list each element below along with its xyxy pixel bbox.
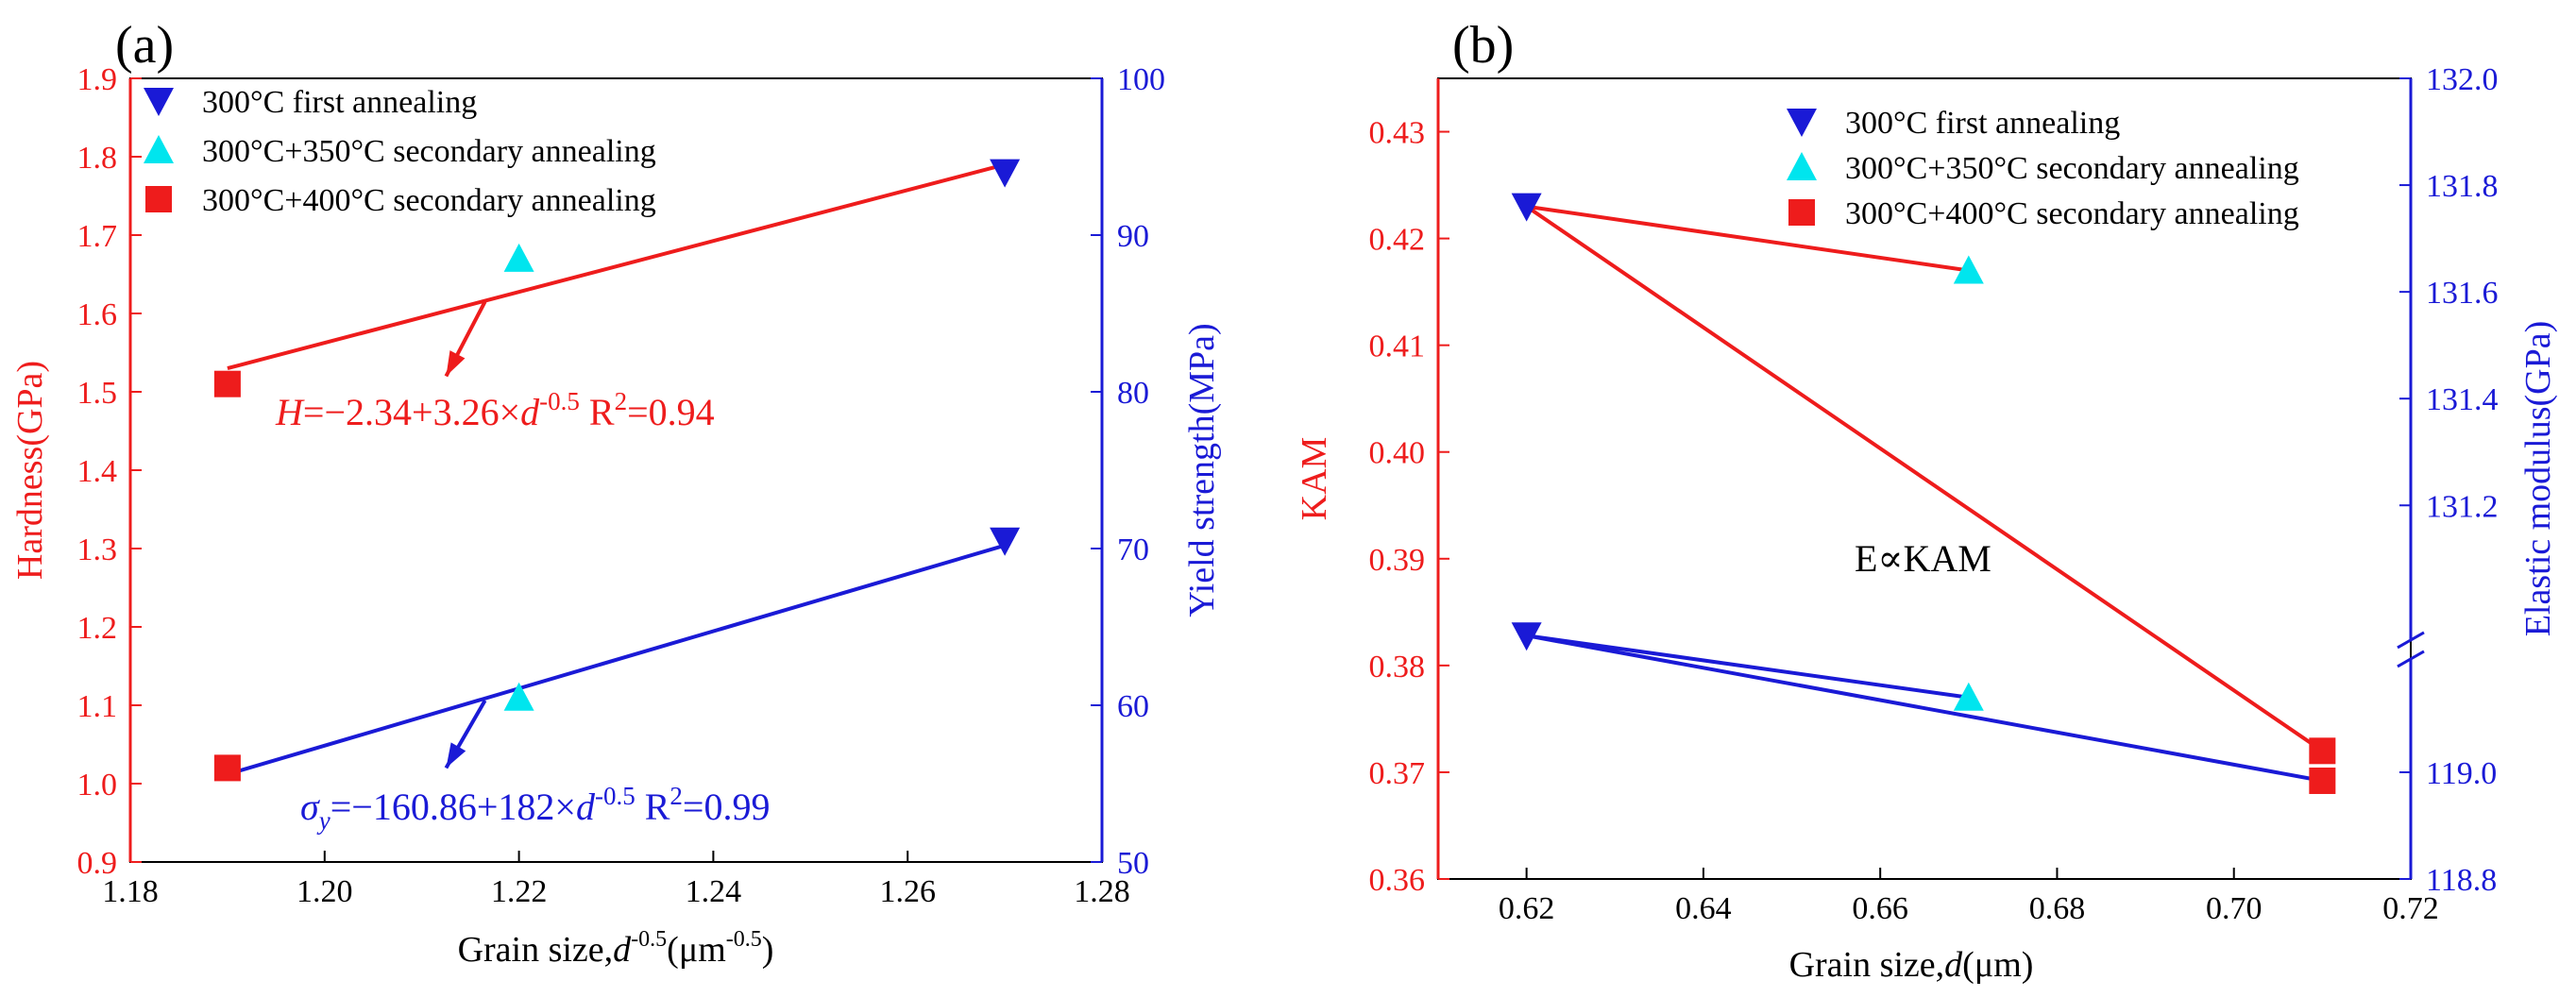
- panel-a-right-tick-label-1: 60: [1117, 689, 1149, 724]
- panel-b-x-tick-label-3: 0.68: [2029, 891, 2086, 926]
- panel-a-equation-1: σy=−160.86+182×d-0.5 R2=0.99: [300, 782, 770, 835]
- panel-a-fit-line-1: [228, 546, 1005, 774]
- panel-b-series-line-1: [1527, 635, 2323, 781]
- panel-b-right-tick-label-5: 131.8: [2426, 169, 2499, 204]
- panel-b-annotation: E∝KAM: [1855, 537, 1991, 580]
- panel-b-x-tick-label-1: 0.64: [1675, 891, 1732, 926]
- panel-b-series-line-0: [1527, 207, 2323, 752]
- panel-a-hardness-point-0: [214, 371, 241, 397]
- panel-a-left-tick-label-6: 1.5: [77, 376, 118, 411]
- panel-b-left-tick-label-1: 0.37: [1369, 756, 1426, 791]
- panel-a: (a) 1.18 1.20 1.22 1.24 1.26 1.280.91.01.11.2…: [10, 16, 1222, 970]
- panel-b-right-tick-label-1: 119.0: [2426, 756, 2497, 791]
- panel-a-right-tick-label-4: 90: [1117, 219, 1149, 254]
- panel-b-left-tick-label-3: 0.39: [1369, 543, 1426, 578]
- panel-b-right-tick-label-0: 118.8: [2426, 863, 2497, 898]
- panel-b-legend-label-1: 300°C+350°C secondary annealing: [1845, 151, 2299, 186]
- panel-a-legend: 300°C first annealing 300°C+350°C seconda…: [144, 85, 656, 218]
- panel-a-right-tick-label-3: 80: [1117, 376, 1149, 411]
- panel-b-modulus-point-2: [2309, 768, 2335, 794]
- panel-a-x-tick-label-1: 1.20: [297, 874, 353, 909]
- panel-a-legend-label-0: 300°C first annealing: [202, 85, 477, 120]
- panel-a-left-tick-label-4: 1.3: [77, 532, 118, 567]
- panel-b-x-tick-label-4: 0.70: [2206, 891, 2262, 926]
- panel-a-right-tick-label-2: 70: [1117, 532, 1149, 567]
- panel-a-legend-marker-0: [144, 88, 174, 116]
- panel-b-right-y-axis-label: Elastic modulus(GPa): [2518, 321, 2558, 637]
- panel-a-fit-lines: [228, 164, 1005, 774]
- panel-a-hardness-point-2: [990, 160, 1020, 188]
- panel-b-kam-point-2: [2309, 737, 2335, 764]
- panel-a-left-tick-label-8: 1.7: [77, 219, 118, 254]
- panel-a-fit-arrowhead-0: [446, 350, 465, 376]
- panel-b-right-tick-label-2: 131.2: [2426, 489, 2499, 524]
- panel-a-left-tick-label-9: 1.8: [77, 141, 118, 176]
- panel-b-left-tick-label-7: 0.43: [1369, 116, 1426, 151]
- panel-b-ticks: 0.62 0.64 0.66 0.68 0.70 0.720.360.370.380.39…: [1369, 62, 2499, 926]
- panel-a-x-tick-label-2: 1.22: [491, 874, 548, 909]
- panel-a-left-tick-label-3: 1.2: [77, 611, 118, 646]
- panel-a-legend-label-2: 300°C+400°C secondary annealing: [202, 183, 656, 218]
- panel-a-left-tick-label-7: 1.6: [77, 297, 118, 332]
- panel-a-right-tick-label-5: 100: [1117, 62, 1165, 97]
- panel-a-yield-point-0: [214, 754, 241, 781]
- panel-b-left-tick-label-4: 0.40: [1369, 436, 1426, 471]
- panel-a-equation-0: H=−2.34+3.26×d-0.5 R2=0.94: [275, 387, 715, 433]
- panel-b-x-tick-label-2: 0.66: [1852, 891, 1908, 926]
- panel-b-left-tick-label-5: 0.41: [1369, 330, 1426, 364]
- panel-b-right-tick-label-6: 132.0: [2426, 62, 2499, 97]
- panel-a-legend-marker-2: [145, 186, 172, 212]
- panel-a-label: (a): [115, 16, 174, 75]
- panel-b-legend-label-0: 300°C first annealing: [1845, 106, 2120, 141]
- panel-a-left-tick-label-0: 0.9: [77, 846, 118, 881]
- panel-b-right-tick-label-4: 131.6: [2426, 276, 2499, 311]
- panel-b-x-tick-label-0: 0.62: [1499, 891, 1555, 926]
- panel-b: (b) 0.62 0.64 0.66 0.68 0.70 0.720.360.370.38…: [1295, 16, 2558, 985]
- panel-a-x-axis-label: Grain size,d-0.5(μm-0.5): [458, 927, 774, 970]
- panel-a-right-tick-label-0: 50: [1117, 846, 1149, 881]
- panel-a-hardness-point-1: [504, 244, 534, 272]
- panel-b-label: (b): [1452, 16, 1514, 75]
- panel-a-fit-arrowhead-1: [446, 742, 466, 768]
- panel-b-right-tick-label-3: 131.4: [2426, 382, 2499, 417]
- panel-a-points: [214, 160, 1020, 782]
- panel-b-legend-label-2: 300°C+400°C secondary annealing: [1845, 196, 2299, 231]
- panel-a-left-tick-label-2: 1.1: [77, 689, 118, 724]
- panel-a-legend-marker-1: [144, 135, 174, 163]
- panel-b-left-tick-label-2: 0.38: [1369, 650, 1426, 684]
- figure: (a) 1.18 1.20 1.22 1.24 1.26 1.280.91.01.11.2…: [0, 0, 2576, 997]
- panel-b-legend: 300°C first annealing 300°C+350°C seconda…: [1787, 106, 2299, 231]
- panel-a-left-tick-label-5: 1.4: [77, 454, 118, 489]
- panel-a-yield-point-2: [990, 528, 1020, 556]
- panel-b-legend-marker-0: [1787, 109, 1817, 137]
- panel-b-legend-marker-1: [1787, 152, 1817, 180]
- panel-a-x-tick-label-4: 1.26: [879, 874, 936, 909]
- panel-b-series-lines: [1527, 207, 2323, 781]
- panel-a-x-tick-label-3: 1.24: [686, 874, 742, 909]
- panel-a-left-tick-label-10: 1.9: [77, 62, 118, 97]
- panel-b-points: [1512, 194, 2336, 794]
- panel-a-right-y-axis-label: Yield strength(MPa): [1182, 323, 1222, 617]
- panel-b-left-tick-label-0: 0.36: [1369, 863, 1426, 898]
- panel-a-left-y-axis-label: Hardness(GPa): [10, 361, 50, 580]
- panel-a-legend-label-1: 300°C+350°C secondary annealing: [202, 134, 656, 169]
- panel-a-equations: H=−2.34+3.26×d-0.5 R2=0.94 σy=−160.86+182…: [275, 387, 770, 835]
- panel-b-left-y-axis-label: KAM: [1295, 437, 1334, 521]
- panel-a-left-tick-label-1: 1.0: [77, 768, 118, 803]
- panel-b-legend-marker-2: [1788, 199, 1815, 226]
- panel-b-left-tick-label-6: 0.42: [1369, 223, 1426, 258]
- panel-b-x-axis-label: Grain size,d(μm): [1789, 945, 2034, 985]
